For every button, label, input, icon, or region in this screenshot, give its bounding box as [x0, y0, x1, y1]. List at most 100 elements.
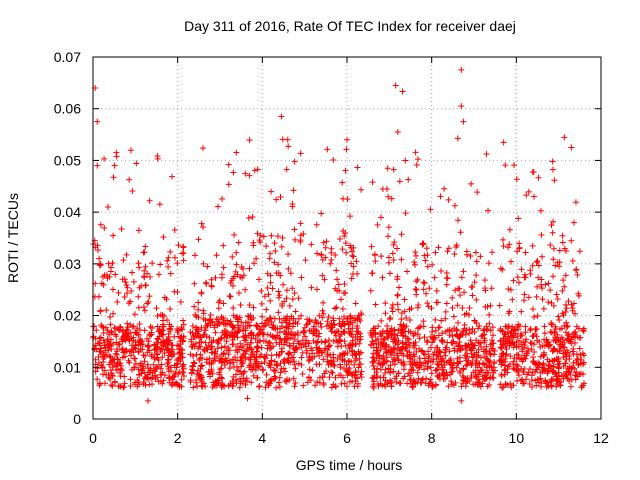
data-point	[433, 287, 440, 294]
data-point	[153, 305, 160, 312]
data-point	[477, 253, 484, 260]
data-point	[238, 319, 245, 326]
data-point	[551, 177, 558, 184]
data-point	[379, 185, 386, 192]
data-point	[254, 375, 261, 382]
data-point	[408, 366, 415, 373]
data-point	[286, 317, 293, 324]
data-point	[391, 239, 398, 246]
data-point	[388, 382, 395, 389]
data-point	[390, 166, 397, 173]
data-point	[135, 348, 142, 355]
data-point	[107, 313, 114, 320]
data-point	[390, 354, 397, 361]
data-point	[445, 245, 452, 252]
data-point	[195, 236, 202, 243]
data-point	[147, 332, 154, 339]
data-point	[268, 319, 275, 326]
data-point	[324, 358, 331, 365]
data-point	[471, 318, 478, 325]
data-point	[515, 352, 522, 359]
data-point	[268, 188, 275, 195]
data-point	[97, 308, 104, 315]
data-point	[550, 273, 557, 280]
data-point	[348, 371, 355, 378]
data-point	[225, 161, 232, 168]
data-point	[281, 298, 288, 305]
data-point	[246, 364, 253, 371]
data-point	[535, 274, 542, 281]
data-point	[392, 357, 399, 364]
data-point	[505, 244, 512, 251]
data-point	[213, 252, 220, 259]
data-point	[483, 364, 490, 371]
data-point	[434, 372, 441, 379]
data-point	[97, 221, 104, 228]
data-point	[148, 375, 155, 382]
data-point	[100, 351, 107, 358]
data-point	[429, 261, 436, 268]
data-point	[231, 325, 238, 332]
data-point	[215, 305, 222, 312]
data-point	[460, 268, 467, 275]
data-point	[558, 344, 565, 351]
data-point	[259, 331, 266, 338]
data-point	[112, 325, 119, 332]
data-point	[556, 317, 563, 324]
data-point	[105, 203, 112, 210]
data-point	[570, 351, 577, 358]
data-point	[331, 329, 338, 336]
data-point	[434, 344, 441, 351]
data-point	[109, 382, 116, 389]
data-point	[309, 330, 316, 337]
data-point	[285, 251, 292, 258]
data-point	[507, 286, 514, 293]
data-point	[407, 328, 414, 335]
data-point	[346, 378, 353, 385]
data-point	[403, 315, 410, 322]
data-point	[355, 380, 362, 387]
data-point	[562, 272, 569, 279]
data-point	[208, 359, 215, 366]
data-point	[348, 260, 355, 267]
data-point	[263, 306, 270, 313]
data-point	[214, 339, 221, 346]
data-point	[296, 340, 303, 347]
data-point	[549, 158, 556, 165]
data-point	[221, 343, 228, 350]
data-point	[489, 332, 496, 339]
data-point	[278, 339, 285, 346]
data-point	[541, 330, 548, 337]
data-point	[299, 337, 306, 344]
data-point	[123, 282, 130, 289]
data-point	[482, 348, 489, 355]
data-point	[408, 305, 415, 312]
data-point	[118, 225, 125, 232]
data-point	[485, 207, 492, 214]
data-point	[511, 355, 518, 362]
data-point	[252, 335, 259, 342]
data-point	[497, 265, 504, 272]
data-point	[96, 380, 103, 387]
data-point	[94, 242, 101, 249]
data-point	[522, 249, 529, 256]
data-point	[130, 337, 137, 344]
data-point	[477, 383, 484, 390]
data-point	[406, 317, 413, 324]
data-point	[386, 368, 393, 375]
data-point	[128, 287, 135, 294]
data-point	[141, 307, 148, 314]
data-point	[522, 355, 529, 362]
data-point	[515, 215, 522, 222]
data-point	[109, 372, 116, 379]
data-point	[414, 331, 421, 338]
data-point	[524, 371, 531, 378]
data-point	[473, 258, 480, 265]
data-point	[576, 334, 583, 341]
data-point	[527, 365, 534, 372]
data-point	[566, 363, 573, 370]
data-point	[328, 357, 335, 364]
data-point	[108, 382, 115, 389]
data-point	[197, 365, 204, 372]
data-point	[470, 342, 477, 349]
